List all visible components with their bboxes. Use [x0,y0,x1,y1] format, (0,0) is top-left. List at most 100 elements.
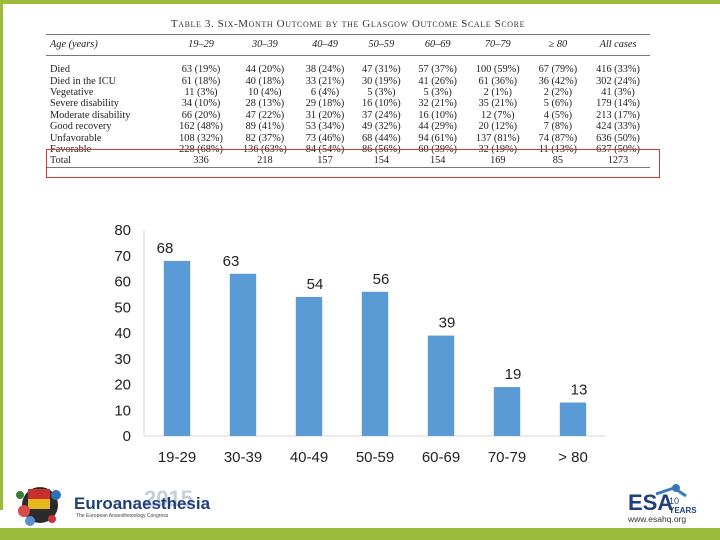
table-row: Vegetative 11 (3%) 10 (4%) 6 (4%) 5 (3%) 5 (3… [46,87,650,98]
table-cell: 424 (33%) [596,121,640,133]
x-tick-label: > 80 [558,449,588,466]
esa-logo-icon: ESA 10 YEARS [628,484,697,515]
footer: 2015 Euroanaesthesia The European Anaest… [0,478,720,540]
table-cell: 7 (8%) [543,121,573,133]
table-cell: 213 (17%) [596,109,640,121]
table-cell: 16 (10%) [362,98,401,110]
table-cell: 57 (37%) [418,64,457,76]
table-cell: 47 (31%) [362,64,401,76]
y-tick-label: 40 [114,325,131,342]
table-cell: 44 (20%) [245,64,285,76]
bar [163,260,191,436]
esa-logo-text: ESA [628,490,673,515]
x-tick-label: 30-39 [224,449,262,466]
brand-subtitle: The European Anaesthesiology Congress [76,513,169,519]
bar [493,387,521,436]
table-cell: 5 (3%) [367,86,396,98]
header-cell: Age (years) [46,34,170,56]
header-cell: ≥ 80 [529,34,587,56]
x-tick-label: 40-49 [290,449,328,466]
table-cell: 1273 [586,155,650,168]
esa-years-number: 10 [669,496,679,506]
header-cell: 50–59 [353,34,410,56]
table-cell: 157 [296,155,354,168]
table-cell: 30 (19%) [362,75,401,87]
table-cell: 11 (3%) [184,86,218,98]
table-cell: 47 (22%) [245,109,285,121]
table-cell: 82 (37%) [245,132,285,144]
y-tick-label: 50 [114,299,131,316]
left-accent-rule [0,0,3,510]
table-cell: 108 (32%) [179,132,223,144]
table-cell: 2 (1%) [483,86,512,98]
table-row: Died 63 (19%) 44 (20%) 38 (24%) 47 (31%) 57 (… [46,64,650,75]
table-cell: 32 (21%) [418,98,457,110]
outcome-table-block: Table 3. Six-Month Outcome by the Glasgo… [46,18,650,168]
table-cell: 4 (5%) [543,109,573,121]
table-cell: 33 (21%) [305,75,345,87]
bar [229,273,257,436]
table-cell: 137 (81%) [475,132,520,144]
table-cell: 61 (36%) [478,75,518,87]
table-row: Good recovery 162 (48%) 89 (41%) 53 (34%) 49… [46,121,650,132]
y-tick-label: 80 [114,222,131,239]
bar-data-label: 39 [439,315,456,332]
table-cell: 179 (14%) [596,98,640,110]
table-cell: 20 (12%) [478,121,518,133]
table-cell: 38 (24%) [305,64,345,76]
table-row: Unfavorable 108 (32%) 82 (37%) 73 (46%) 68 (… [46,132,650,144]
table-cell: 416 (33%) [596,64,640,76]
table-cell: 100 (59%) [475,64,520,76]
footer-accent-bar [0,528,720,540]
table-cell: 218 [232,155,297,168]
table-spacer-row [46,56,650,65]
table-cell: 85 [529,155,587,168]
table-cell: 169 [465,155,530,168]
table-cell: 37 (24%) [362,109,401,121]
table-cell: 68 (44%) [362,132,401,144]
table-cell: 154 [409,155,466,168]
table-cell: 49 (32%) [362,121,401,133]
table-cell: 34 (10%) [181,98,221,110]
table-row: Died in the ICU 61 (18%) 40 (18%) 33 (21%) 3… [46,75,650,87]
table-row: Total 336 218 157 154 154 169 85 1273 [46,155,650,168]
bar [295,296,323,436]
header-cell: 19–29 [169,34,233,56]
table-header-row: Age (years) 19–29 30–39 40–49 50–59 60–6… [46,34,650,56]
bar [559,402,587,436]
y-tick-label: 10 [114,402,131,419]
bar-data-label: 68 [157,240,174,257]
esa-url-link[interactable]: www.esahq.org [628,514,687,524]
brand-year: 2015 [144,486,193,511]
table-title: Table 3. Six-Month Outcome by the Glasgo… [170,18,526,30]
bar-data-label: 19 [505,366,522,383]
table-cell: 94 (61%) [418,132,457,144]
table-cell: 41 (3%) [601,86,635,98]
table-cell: 636 (50%) [596,132,640,144]
table-cell: 41 (26%) [418,75,457,87]
table-cell: 302 (24%) [596,75,640,87]
y-tick-label: 20 [114,377,131,394]
table-cell: 66 (20%) [181,109,221,121]
row-label: Moderate disability [50,109,131,121]
bar-data-label: 13 [571,382,588,399]
table-cell: 28 (13%) [245,98,285,110]
table-cell: 5 (3%) [423,86,452,98]
header-cell: All cases [586,34,650,56]
table-cell: 44 (29%) [418,121,457,133]
table-cell: 73 (46%) [305,132,345,144]
top-accent-rule [0,0,720,4]
y-tick-label: 60 [114,274,131,291]
header-cell: 40–49 [296,34,354,56]
table-cell: 63 (19%) [181,64,221,76]
table-cell: 53 (34%) [305,121,345,133]
table-cell: 162 (48%) [179,121,223,133]
table-cell: 61 (18%) [181,75,221,87]
bar [427,335,455,436]
table-cell: 74 (87%) [538,132,578,144]
table-row: Severe disability 34 (10%) 28 (13%) 29 (18%… [46,98,650,109]
row-label: Severe disability [50,98,119,110]
header-cell: 70–79 [465,34,530,56]
row-label: Vegetative [50,86,94,98]
row-label: Died in the ICU [50,75,117,87]
